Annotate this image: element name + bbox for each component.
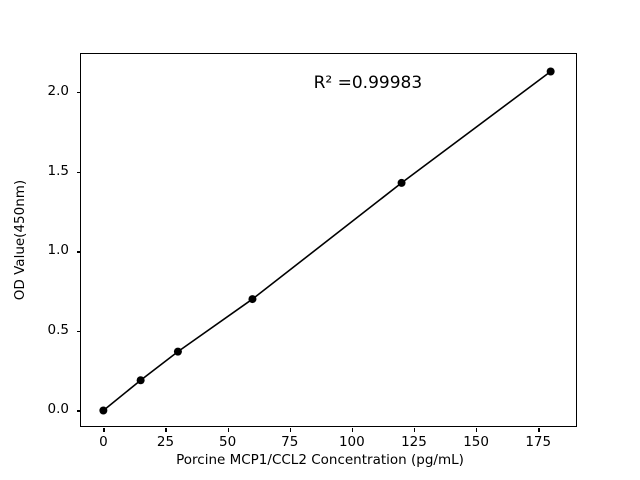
x-tick-label: 175 xyxy=(525,434,552,450)
x-tick-label: 75 xyxy=(281,434,299,450)
x-tick-mark xyxy=(476,428,478,432)
x-tick-mark xyxy=(103,428,105,432)
y-axis-title: OD Value(450nm) xyxy=(12,179,28,301)
data-point-marker xyxy=(546,67,555,76)
x-tick-mark xyxy=(227,428,229,432)
y-tick-mark xyxy=(77,171,81,174)
y-tick-label: 0.0 xyxy=(47,401,69,418)
data-point-marker xyxy=(173,347,182,356)
y-tick-label: 2.0 xyxy=(47,83,69,100)
r-squared-annotation: R² =0.99983 xyxy=(313,73,423,94)
x-tick-mark xyxy=(538,428,540,432)
data-point-marker xyxy=(397,178,406,187)
y-tick-mark xyxy=(77,251,81,253)
y-tick-label: 1.0 xyxy=(47,242,69,259)
y-tick-mark xyxy=(77,330,81,333)
data-series-layer xyxy=(99,67,555,415)
x-tick-label: 150 xyxy=(463,434,489,450)
x-tick-label: 125 xyxy=(401,434,427,450)
y-tick-mark xyxy=(77,92,81,94)
x-tick-label: 25 xyxy=(156,434,175,450)
plot-area: 0 25 50 75 100 125 150 175 0.0 0.5 1.0 1.5 2.0 xyxy=(48,53,577,450)
standard-curve-line xyxy=(102,70,552,412)
x-tick-mark xyxy=(165,428,167,432)
x-tick-mark xyxy=(351,428,354,432)
x-axis-title: Porcine MCP1/CCL2 Concentration (pg/mL) xyxy=(176,452,464,468)
data-point-marker xyxy=(99,406,108,415)
y-tick-label: 0.5 xyxy=(47,321,69,338)
x-tick-mark xyxy=(289,428,292,432)
x-tick-label: 0 xyxy=(99,434,108,450)
y-tick-mark xyxy=(77,410,81,412)
x-tick-label: 100 xyxy=(338,434,365,450)
data-point-markers xyxy=(99,67,555,415)
data-point-marker xyxy=(248,295,257,304)
data-point-marker xyxy=(136,376,145,385)
y-tick-label: 1.5 xyxy=(47,162,69,179)
x-tick-mark xyxy=(413,428,416,432)
x-tick-label: 50 xyxy=(219,434,237,450)
